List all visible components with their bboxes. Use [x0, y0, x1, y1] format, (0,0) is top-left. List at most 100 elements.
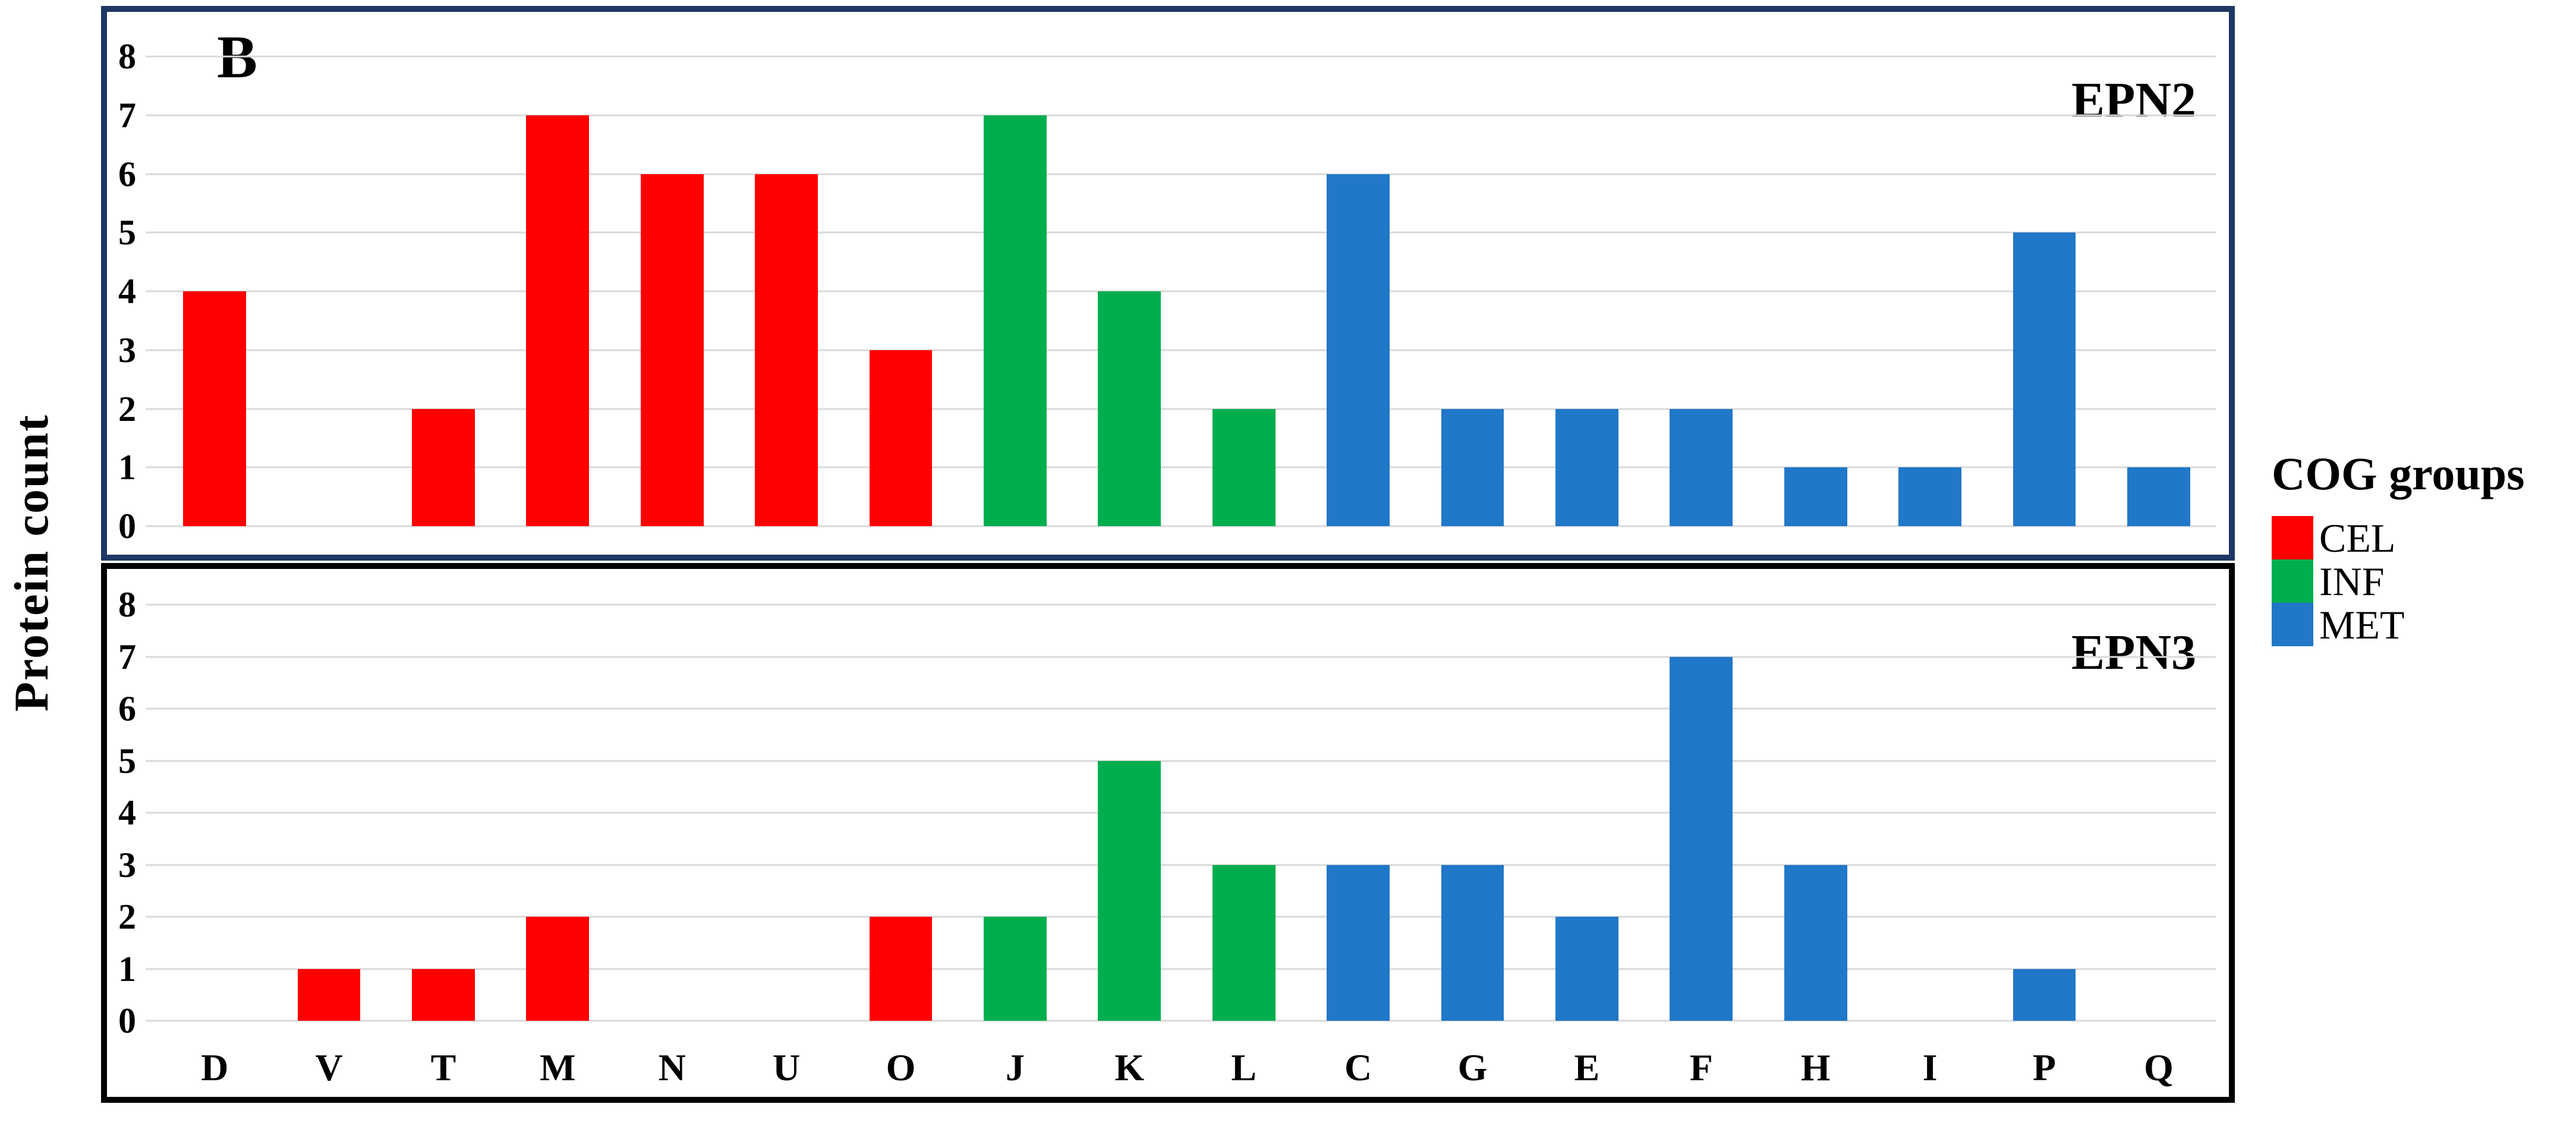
y-axis-ticks-epn2: 0 1 2 3 4 5 6 7 8	[108, 39, 142, 544]
x-tick-label-T: T	[430, 1046, 456, 1089]
bar-epn3-E	[1555, 917, 1618, 1021]
bar-epn2-O	[869, 350, 933, 526]
x-tick-label-N: N	[658, 1046, 686, 1089]
legend-swatch-cel	[2272, 516, 2313, 559]
gridline	[146, 968, 2216, 970]
gridline	[146, 173, 2216, 175]
x-tick-label-I: I	[1922, 1046, 1938, 1089]
bar-slot-N	[615, 56, 729, 526]
y-tick-label: 8	[118, 585, 136, 624]
bar-slot-Q	[2102, 605, 2216, 1021]
bar-slot-L	[1187, 56, 1301, 526]
figure-letter: B	[217, 24, 258, 91]
gridline	[146, 55, 2216, 58]
bar-slot-I	[1873, 56, 1987, 526]
bar-slot-C	[1301, 56, 1415, 526]
y-tick-label: 2	[118, 389, 136, 429]
gridline	[146, 656, 2216, 658]
bar-epn2-D	[183, 291, 247, 526]
x-tick-label-C: C	[1344, 1046, 1372, 1089]
bar-epn2-N	[640, 174, 704, 526]
y-tick-label: 6	[118, 154, 136, 194]
bar-slot-H	[1758, 605, 1872, 1021]
bar-epn3-F	[1670, 656, 1733, 1021]
y-axis-title: Protein count	[4, 414, 58, 712]
x-tick-label-D: D	[201, 1046, 229, 1089]
bar-slot-L	[1187, 605, 1301, 1021]
x-tick-label-Q: Q	[2143, 1046, 2174, 1089]
bar-slot-I	[1873, 605, 1987, 1021]
bar-epn2-M	[526, 115, 590, 526]
gridline	[146, 707, 2216, 710]
y-tick-label: 8	[118, 37, 136, 76]
bar-slot-P	[1987, 605, 2101, 1021]
gridline	[146, 760, 2216, 762]
bar-slot-K	[1072, 605, 1186, 1021]
bar-slot-E	[1530, 56, 1644, 526]
bar-epn3-V	[297, 968, 361, 1021]
bar-slot-F	[1644, 56, 1758, 526]
bar-slot-M	[500, 56, 615, 526]
bar-slot-U	[729, 56, 843, 526]
x-tick-label-J: J	[1005, 1046, 1025, 1089]
gridline	[146, 864, 2216, 866]
x-tick-label-L: L	[1231, 1046, 1257, 1089]
bar-slot-U	[729, 605, 843, 1021]
bar-slot-G	[1415, 605, 1529, 1021]
bar-epn3-K	[1098, 760, 1161, 1021]
bar-slot-N	[615, 605, 729, 1021]
bar-slot-J	[958, 56, 1072, 526]
legend-swatch-inf	[2272, 559, 2313, 603]
y-tick-label: 5	[118, 741, 136, 781]
legend-title: COG groups	[2272, 448, 2525, 499]
gridline	[146, 290, 2216, 292]
x-tick-label-K: K	[1114, 1046, 1145, 1089]
legend-label-met: MET	[2319, 602, 2405, 647]
bar-epn3-H	[1784, 864, 1847, 1021]
x-tick-label-M: M	[540, 1046, 576, 1089]
y-tick-label: 0	[118, 507, 136, 546]
y-tick-label: 3	[118, 330, 136, 370]
legend: COG groups CEL INF MET	[2272, 447, 2575, 646]
panel-epn3-title: EPN3	[2071, 625, 2196, 680]
legend-item-inf: INF	[2272, 559, 2575, 603]
bar-slot-E	[1530, 605, 1644, 1021]
gridline	[146, 812, 2216, 814]
gridline	[146, 466, 2216, 468]
bar-slot-C	[1301, 605, 1415, 1021]
gridline	[146, 1020, 2216, 1022]
gridlines-epn3	[146, 603, 2216, 1022]
bar-epn3-L	[1212, 864, 1276, 1021]
x-tick-label-G: G	[1457, 1046, 1488, 1089]
y-tick-label: 7	[118, 95, 136, 135]
y-tick-label: 3	[118, 845, 136, 885]
bar-epn2-T	[412, 408, 475, 526]
bar-slot-J	[958, 605, 1072, 1021]
plot-area-epn3: 0 1 2 3 4 5 6 7 8 D V T M N U O J K L C G E F H I P Q	[118, 587, 2216, 1089]
bar-slot-D	[158, 56, 272, 526]
x-tick-label-P: P	[2032, 1046, 2056, 1089]
gridline	[146, 408, 2216, 410]
panel-epn2-title: EPN2	[2071, 73, 2196, 128]
gridline	[146, 916, 2216, 918]
gridline	[146, 114, 2216, 117]
bar-epn3-T	[412, 968, 475, 1021]
bar-epn2-Q	[2127, 467, 2190, 526]
bars-epn2	[158, 56, 2216, 526]
bar-epn2-H	[1784, 467, 1847, 526]
gridline	[146, 349, 2216, 351]
y-tick-label: 7	[118, 637, 136, 677]
bar-slot-P	[1987, 56, 2101, 526]
y-tick-label: 4	[118, 272, 136, 311]
y-tick-label: 4	[118, 793, 136, 832]
y-axis-ticks-epn3: 0 1 2 3 4 5 6 7 8	[108, 587, 142, 1039]
x-tick-label-O: O	[886, 1046, 916, 1089]
legend-item-met: MET	[2272, 603, 2575, 646]
y-tick-label: 5	[118, 213, 136, 253]
x-tick-label-F: F	[1689, 1046, 1713, 1089]
legend-item-cel: CEL	[2272, 516, 2575, 559]
bar-epn2-L	[1212, 408, 1276, 526]
bar-slot-T	[386, 605, 500, 1021]
bar-epn3-J	[984, 917, 1047, 1021]
